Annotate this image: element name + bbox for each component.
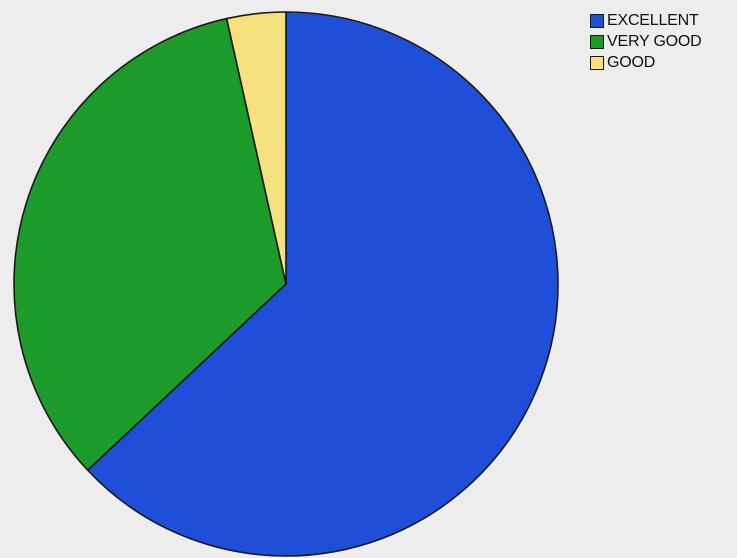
legend-swatch-excellent — [590, 13, 604, 28]
pie-slice-good — [225, 11, 287, 285]
legend-label-very-good: VERY GOOD — [607, 32, 702, 50]
legend-label-excellent: EXCELLENT — [607, 11, 699, 29]
legend-item-excellent: EXCELLENT — [590, 10, 702, 31]
pie-slice-very-good — [13, 17, 287, 471]
legend-item-good: GOOD — [590, 52, 702, 73]
legend-item-very-good: VERY GOOD — [590, 31, 702, 52]
legend-label-good: GOOD — [607, 53, 656, 71]
pie-slice-excellent — [86, 11, 559, 557]
legend-swatch-very-good — [590, 34, 604, 49]
legend-swatch-good — [590, 55, 604, 70]
legend: EXCELLENT VERY GOOD GOOD — [590, 10, 702, 73]
